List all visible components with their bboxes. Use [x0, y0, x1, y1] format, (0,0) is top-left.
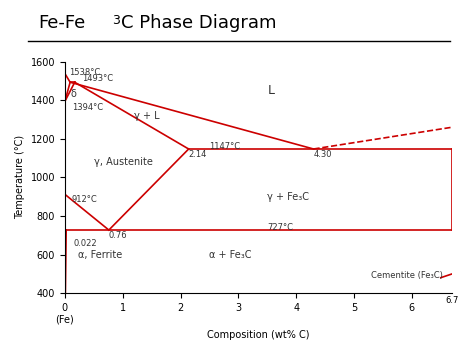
Text: 912°C: 912°C — [72, 195, 98, 204]
Text: 3: 3 — [112, 14, 120, 27]
Text: Fe-Fe: Fe-Fe — [38, 14, 85, 32]
Text: δ: δ — [71, 89, 77, 99]
Text: 6.7: 6.7 — [446, 296, 459, 305]
Text: 1147°C: 1147°C — [210, 142, 241, 151]
Text: Cementite (Fe₃C): Cementite (Fe₃C) — [371, 271, 443, 280]
Text: 0.022: 0.022 — [73, 239, 97, 248]
X-axis label: Composition (wt% C): Composition (wt% C) — [207, 330, 310, 340]
Text: C Phase Diagram: C Phase Diagram — [121, 14, 276, 32]
Text: 727°C: 727°C — [267, 223, 293, 232]
Text: 2.14: 2.14 — [189, 150, 207, 159]
Text: γ + Fe₃C: γ + Fe₃C — [267, 192, 309, 202]
Text: 1394°C: 1394°C — [72, 103, 103, 113]
Text: γ, Austenite: γ, Austenite — [94, 157, 153, 167]
Text: 1538°C: 1538°C — [70, 68, 101, 77]
Text: γ + L: γ + L — [134, 111, 160, 121]
Text: α + Fe₃C: α + Fe₃C — [210, 250, 252, 260]
Text: 1493°C: 1493°C — [82, 75, 113, 83]
Text: 0.76: 0.76 — [109, 231, 128, 240]
Text: L: L — [267, 84, 274, 97]
Text: 4.30: 4.30 — [313, 150, 332, 159]
Text: α, Ferrite: α, Ferrite — [78, 250, 122, 260]
Y-axis label: Temperature (°C): Temperature (°C) — [15, 135, 25, 219]
